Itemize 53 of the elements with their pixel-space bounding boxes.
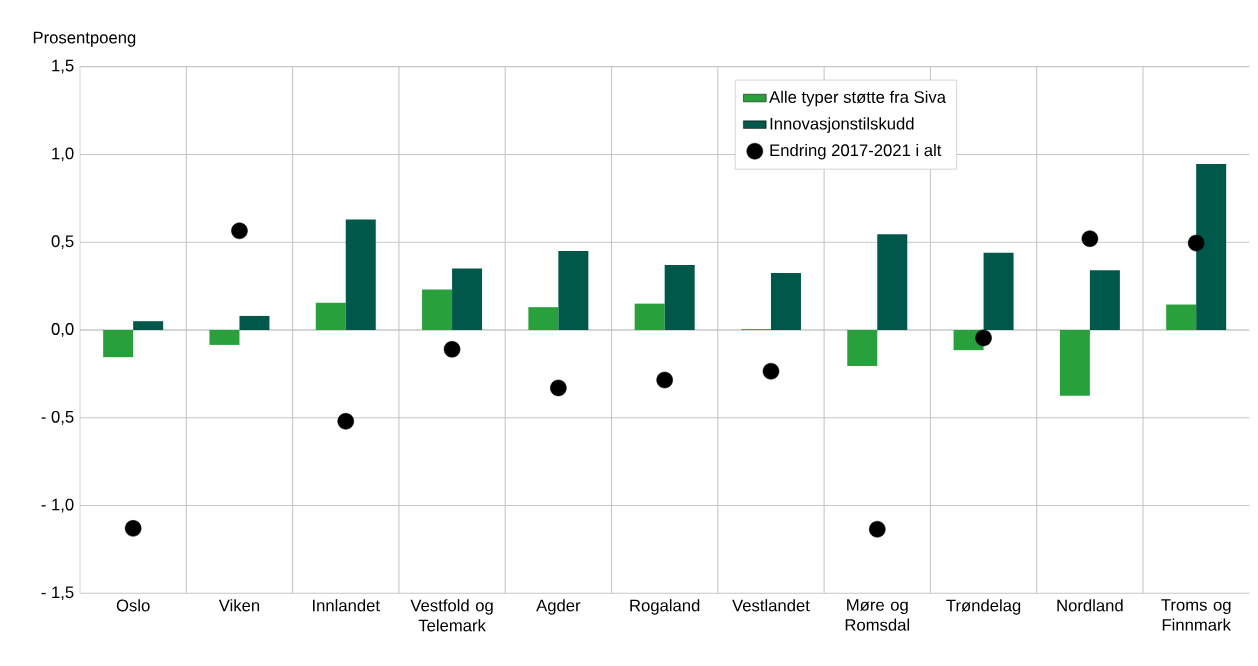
legend-label: Alle typer støtte fra Siva	[769, 90, 946, 107]
x-tick-label: Rogaland	[630, 599, 700, 615]
bar	[877, 234, 908, 330]
bar	[1196, 164, 1227, 330]
y-tick-label: 1,5	[52, 59, 74, 74]
point	[124, 520, 142, 537]
bar	[847, 329, 878, 366]
point	[1081, 230, 1099, 247]
x-tick-label: Vestlandet	[732, 599, 810, 612]
bar	[634, 303, 665, 330]
point	[975, 329, 992, 347]
x-tick-label: Oslo	[116, 599, 150, 612]
bar	[345, 219, 376, 330]
bar	[528, 307, 559, 330]
point	[443, 341, 461, 358]
y-tick-label: - 0,5	[41, 410, 74, 425]
bar	[315, 302, 346, 330]
x-tick-label: Trøndelag	[946, 599, 1021, 615]
y-axis-title: Prosentpoeng	[33, 31, 136, 47]
x-tick-label: Vestfold og Telemark	[410, 599, 493, 632]
point	[656, 371, 673, 389]
legend-label: Innovasjonstilskudd	[770, 117, 914, 133]
bar	[770, 272, 801, 330]
y-tick-label: - 1,5	[41, 586, 74, 601]
x-tick-label: Møre og Romsdal	[845, 599, 910, 631]
y-tick-label: 0,5	[51, 235, 74, 250]
bar	[239, 315, 270, 330]
bar	[133, 321, 164, 330]
bar	[103, 329, 134, 358]
bar	[452, 268, 483, 330]
y-tick-label: 0,0	[51, 323, 74, 337]
point	[762, 362, 780, 380]
legend-label: Endring 2017-2021 i alt	[770, 143, 942, 160]
bar	[1166, 304, 1197, 330]
y-tick-label: - 1,0	[41, 498, 74, 513]
point	[869, 520, 886, 538]
x-tick-label: Nordland	[1057, 599, 1123, 612]
point	[337, 413, 355, 430]
x-tick-label: Innlandet	[313, 599, 380, 612]
x-tick-label: Viken	[218, 599, 260, 612]
bar	[983, 252, 1014, 330]
y-tick-label: 1,0	[52, 147, 74, 162]
bar	[1059, 329, 1090, 396]
bar	[1089, 270, 1120, 330]
point	[550, 379, 567, 397]
point	[1187, 234, 1205, 252]
bar	[558, 250, 589, 330]
point	[231, 222, 248, 240]
bar	[664, 265, 695, 330]
x-tick-label: Agder	[536, 599, 581, 615]
bar	[422, 289, 453, 330]
x-tick-label: Troms og Finnmark	[1161, 599, 1231, 631]
bar	[209, 329, 240, 345]
